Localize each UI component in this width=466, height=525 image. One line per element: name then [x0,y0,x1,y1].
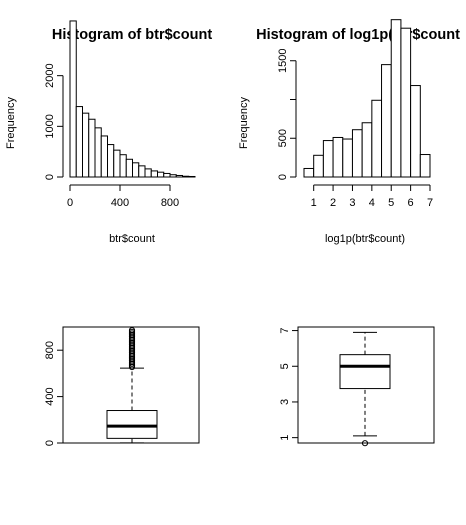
histogram-bar [419,154,431,178]
histogram-bar [371,99,383,178]
histogram-bar [410,85,421,178]
histogram-bar [188,175,196,178]
outlier-point [128,327,136,334]
y-tick-label: 5 [279,363,291,369]
histogram-1-x-axis: 0 400 800 [67,184,179,209]
x-tick-label: 400 [111,197,129,209]
x-tick-label: 3 [349,197,355,209]
histogram-bar [132,162,140,178]
y-tick-label: 1 [279,435,291,441]
x-tick-label: 2 [330,197,336,209]
histogram-bar [303,167,315,178]
histogram-btr-count: Histogram of btr$count btr$count Frequen… [5,20,212,245]
histogram-bar [169,174,177,178]
y-tick-label: 3 [279,399,291,405]
histogram-bar [351,129,363,178]
histogram-1-xlabel: btr$count [109,233,155,245]
histogram-bar [313,154,324,178]
x-tick-label: 5 [388,197,394,209]
histogram-bar [138,165,146,178]
boxplot-log1p-count: 1 3 5 7 [279,326,435,447]
boxplot-1-box [106,327,158,444]
x-tick-label: 7 [427,197,433,209]
y-tick-label: 1000 [44,114,56,138]
histogram-log1p-count: Histogram of log1p(btr$count log1p(btr$c… [238,19,460,245]
boxplot-btr-count: 0 400 800 [44,326,200,446]
histogram-bar [332,136,344,178]
y-tick-label: 0 [277,174,289,180]
histogram-2-ylabel: Frequency [238,97,250,149]
histogram-bar [175,174,183,178]
histogram-bar [75,106,83,178]
histogram-bar [100,135,108,178]
histogram-bar [88,118,96,178]
histogram-1-bars [69,20,196,178]
histogram-bar [107,144,115,178]
x-tick-label: 4 [369,197,375,209]
histogram-2-title: Histogram of log1p(btr$count [256,27,460,43]
histogram-bar [119,154,127,178]
x-tick-label: 800 [161,197,179,209]
y-tick-label: 1500 [277,49,289,73]
histogram-bar [361,122,373,178]
histogram-bar [322,140,334,178]
histogram-1-y-axis: 0 1000 2000 [44,63,64,180]
y-tick-label: 0 [44,440,56,446]
x-tick-label: 0 [67,197,73,209]
boxplot-2-y-axis: 1 3 5 7 [279,328,299,441]
histogram-bar [94,127,102,178]
iqr-box [106,410,158,439]
histogram-bar [342,138,353,178]
histogram-2-x-axis: 1 2 3 4 5 6 7 [311,184,433,209]
boxplot-2-box [339,331,391,447]
histogram-bar [400,27,412,178]
histogram-bar [182,175,190,178]
histogram-bar [144,168,152,178]
histogram-bar [150,170,158,178]
histogram-bar [69,20,77,178]
outlier-point [361,440,369,447]
y-tick-label: 2000 [44,63,56,87]
y-tick-label: 500 [277,129,289,147]
histogram-bar [82,112,90,178]
histogram-2-xlabel: log1p(btr$count) [325,233,405,245]
histogram-1-title: Histogram of btr$count [52,27,212,43]
histogram-bar [125,158,133,178]
x-tick-label: 1 [311,197,317,209]
x-tick-label: 6 [408,197,414,209]
y-tick-label: 800 [44,341,56,359]
histogram-bar [390,19,402,178]
histogram-bar [113,149,121,178]
boxplot-1-y-axis: 0 400 800 [44,341,64,446]
histogram-bar [163,172,171,178]
histogram-bar [381,64,392,178]
y-tick-label: 0 [44,174,56,180]
y-tick-label: 400 [44,387,56,405]
iqr-box [339,354,391,390]
histogram-2-y-axis: 0 500 1500 [277,49,297,180]
histogram-2-bars [303,19,431,178]
histogram-bar [157,171,165,178]
histogram-1-ylabel: Frequency [5,97,17,149]
y-tick-label: 7 [279,328,291,334]
